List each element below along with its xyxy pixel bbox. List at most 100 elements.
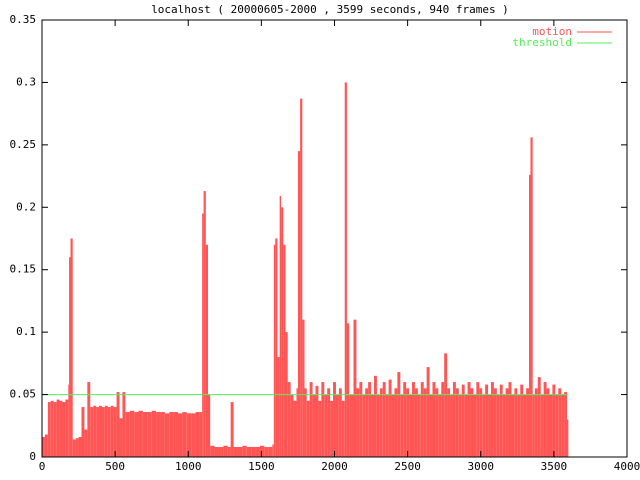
motion-impulse <box>546 388 550 457</box>
motion-impulse <box>549 394 553 457</box>
motion-impulse <box>368 382 372 457</box>
motion-impulse <box>119 418 123 457</box>
motion-impulse <box>264 447 269 457</box>
motion-impulse <box>65 399 69 457</box>
motion-impulse <box>359 382 363 457</box>
motion-impulse <box>543 382 547 457</box>
motion-impulse <box>173 412 179 457</box>
motion-impulse <box>134 412 139 457</box>
motion-impulse <box>107 407 111 457</box>
motion-impulse <box>53 402 57 457</box>
motion-impulse <box>406 388 410 457</box>
motion-impulse <box>227 447 231 457</box>
legend-label: threshold <box>512 36 572 49</box>
motion-impulse <box>195 412 200 457</box>
motion-impulse <box>87 382 91 457</box>
motion-impulse <box>341 400 345 457</box>
motion-impulse <box>397 372 401 457</box>
motion-impulse <box>110 405 114 457</box>
motion-impulse <box>452 382 456 457</box>
motion-impulse <box>315 385 319 457</box>
motion-impulse <box>526 388 530 457</box>
motion-impulse <box>324 394 328 457</box>
motion-impulse <box>297 151 301 457</box>
motion-impulse <box>403 382 407 457</box>
motion-impulse <box>388 379 392 457</box>
motion-impulse <box>485 384 489 457</box>
motion-impulse <box>50 400 54 457</box>
motion-impulse <box>68 384 70 457</box>
x-tick-label: 3500 <box>541 460 568 473</box>
motion-impulse <box>476 382 480 457</box>
motion-impulse <box>125 412 130 457</box>
motion-impulse <box>283 244 286 457</box>
motion-impulse <box>202 213 204 457</box>
motion-impulse <box>447 388 451 457</box>
motion-impulse <box>84 429 88 457</box>
motion-impulse <box>281 207 284 457</box>
motion-impulse <box>151 410 157 457</box>
x-tick-label: 3000 <box>468 460 495 473</box>
motion-impulse <box>237 447 243 457</box>
motion-impulse <box>327 388 331 457</box>
motion-impulse <box>400 394 404 457</box>
motion-impulse <box>508 382 512 457</box>
motion-impulse <box>338 388 342 457</box>
motion-impulse <box>511 394 515 457</box>
motion-impulse <box>279 196 282 457</box>
motion-impulse <box>349 394 354 457</box>
motion-impulse <box>81 407 85 457</box>
motion-impulse <box>287 382 291 457</box>
y-tick-label: 0 <box>29 450 36 463</box>
motion-impulse <box>255 447 260 457</box>
motion-impulse <box>277 357 280 457</box>
motion-impulse <box>412 382 415 457</box>
motion-impulse <box>426 367 430 457</box>
motion-impulse <box>191 413 196 457</box>
motion-impulse <box>129 410 135 457</box>
motion-impulse <box>178 413 183 457</box>
motion-impulse <box>385 394 389 457</box>
motion-impulse <box>490 382 494 457</box>
motion-impulse <box>90 407 94 457</box>
motion-impulse <box>435 388 439 457</box>
motion-impulse <box>499 384 503 457</box>
motion-impulse <box>496 394 500 457</box>
motion-impulse <box>344 82 347 457</box>
motion-impulse <box>186 413 192 457</box>
motion-impulse <box>335 394 339 457</box>
motion-impulse <box>520 384 524 457</box>
motion-impulse <box>558 388 562 457</box>
motion-impulse <box>552 384 556 457</box>
y-tick-label: 0.1 <box>16 325 36 338</box>
motion-impulse <box>394 388 398 457</box>
motion-impulse <box>537 377 541 457</box>
motion-impulse <box>75 438 79 457</box>
motion-impulse <box>464 394 468 457</box>
motion-impulse <box>268 447 273 457</box>
motion-impulse <box>530 137 533 457</box>
motion-impulse <box>312 394 316 457</box>
motion-impulse <box>147 412 152 457</box>
motion-impulse <box>529 174 531 457</box>
motion-impulse <box>373 375 377 457</box>
x-tick-label: 1500 <box>248 460 275 473</box>
motion-impulse <box>391 394 395 457</box>
motion-impulse <box>371 394 374 457</box>
motion-impulse <box>362 394 366 457</box>
motion-impulse <box>293 400 297 457</box>
motion-impulse <box>514 388 518 457</box>
motion-impulse <box>482 394 486 457</box>
motion-impulse <box>122 392 126 457</box>
motion-impulse <box>534 388 538 457</box>
y-tick-label: 0.05 <box>10 388 37 401</box>
motion-impulse <box>93 405 97 457</box>
motion-impulse <box>113 407 117 457</box>
motion-impulse <box>203 191 206 457</box>
motion-impulse <box>473 394 477 457</box>
motion-impulse <box>444 353 448 457</box>
motion-impulse <box>70 238 73 457</box>
motion-impulse <box>207 394 211 457</box>
motion-impulse <box>169 412 174 457</box>
motion-impulse <box>420 382 424 457</box>
